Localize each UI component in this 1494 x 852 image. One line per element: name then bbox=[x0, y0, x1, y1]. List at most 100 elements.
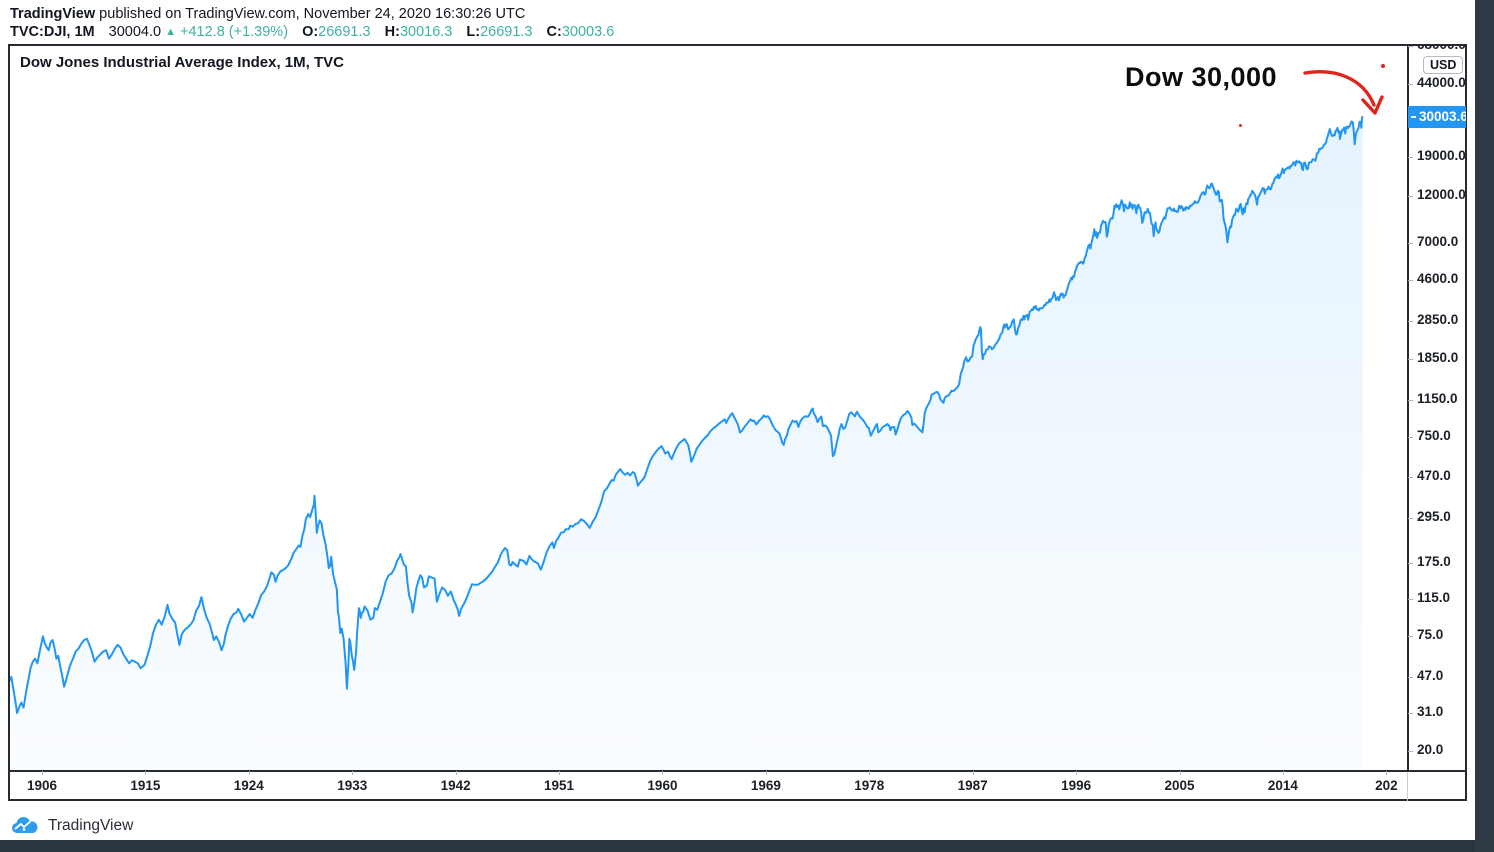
symbol-quote-row: TVC:DJI, 1M 30004.0 ▲ +412.8 (+1.39%) O:… bbox=[10, 24, 614, 40]
y-tick-mark bbox=[1408, 676, 1413, 678]
y-tick-mark bbox=[1408, 243, 1413, 245]
x-tick-label: 1915 bbox=[130, 778, 161, 793]
y-tick-mark bbox=[1408, 358, 1413, 360]
footer-brand-text[interactable]: TradingView bbox=[48, 817, 134, 834]
y-tick-mark bbox=[1408, 156, 1413, 158]
y-tick-label: 115.0 bbox=[1417, 590, 1451, 606]
y-tick-mark bbox=[1408, 196, 1413, 198]
x-tick-label: 1906 bbox=[26, 778, 58, 793]
x-tick-mark bbox=[662, 771, 664, 775]
y-tick-mark bbox=[1408, 436, 1413, 438]
y-tick-mark bbox=[1408, 751, 1413, 752]
y-tick-label: 31.0 bbox=[1417, 704, 1444, 719]
price-axis-divider bbox=[1407, 46, 1409, 770]
high-label: H: bbox=[384, 24, 400, 40]
y-tick-mark bbox=[1408, 562, 1413, 564]
x-tick-mark bbox=[869, 771, 871, 775]
chart-legend-title: Dow Jones Industrial Average Index, 1M, … bbox=[20, 54, 344, 71]
currency-badge[interactable]: USD bbox=[1423, 56, 1464, 74]
symbol-name: TVC:DJI, 1M bbox=[10, 24, 95, 40]
red-arrow-icon bbox=[1303, 70, 1384, 115]
y-tick-mark bbox=[1408, 279, 1413, 281]
y-tick-mark bbox=[1408, 477, 1413, 479]
right-page-strip bbox=[1475, 0, 1494, 852]
last-price-label: 30003.6 bbox=[1408, 106, 1466, 129]
x-tick-label: 1951 bbox=[544, 778, 575, 793]
y-tick-label: 44000.0 bbox=[1417, 74, 1466, 90]
last-price: 30004.0 bbox=[108, 24, 162, 40]
price-change: +412.8 (+1.39%) bbox=[180, 24, 289, 40]
y-tick-label: 175.0 bbox=[1417, 553, 1451, 569]
dow-30000-annotation: Dow 30,000 bbox=[1125, 62, 1278, 92]
close-value: 30003.6 bbox=[561, 24, 615, 40]
y-tick-label: 47.0 bbox=[1417, 667, 1444, 683]
x-tick-label: 1933 bbox=[337, 778, 368, 793]
y-tick-label: 295.0 bbox=[1417, 508, 1451, 524]
x-tick-mark bbox=[1282, 771, 1284, 775]
y-tick-label: 12000.0 bbox=[1417, 187, 1466, 203]
y-tick-label: 19000.0 bbox=[1417, 147, 1466, 163]
price-chart-plot[interactable] bbox=[9, 45, 1407, 771]
x-tick-label: 1978 bbox=[854, 778, 885, 793]
bottom-page-bar bbox=[0, 840, 1494, 852]
close-label: C: bbox=[546, 24, 562, 40]
x-tick-mark bbox=[1076, 771, 1078, 775]
x-tick-label: 1960 bbox=[647, 778, 678, 793]
x-tick-label: 2014 bbox=[1267, 778, 1298, 793]
x-tick-label: 202 bbox=[1375, 778, 1398, 793]
red-ink-dot bbox=[1239, 124, 1242, 127]
y-tick-label: 2850.0 bbox=[1417, 312, 1459, 328]
y-tick-mark bbox=[1408, 599, 1413, 601]
x-tick-mark bbox=[1386, 771, 1388, 775]
x-tick-label: 1969 bbox=[750, 778, 781, 793]
y-tick-label: 75.0 bbox=[1417, 627, 1444, 643]
high-value: 30016.3 bbox=[399, 24, 453, 40]
low-value: 26691.3 bbox=[480, 24, 533, 40]
open-label: O: bbox=[302, 24, 319, 40]
x-tick-label: 1987 bbox=[957, 778, 988, 793]
x-tick-mark bbox=[559, 771, 561, 775]
low-label: L: bbox=[466, 24, 481, 40]
x-tick-mark bbox=[352, 771, 354, 775]
y-tick-label: 68000.0 bbox=[1417, 45, 1466, 52]
red-ink-dot bbox=[1381, 64, 1385, 68]
x-tick-mark bbox=[145, 771, 147, 775]
x-tick-label: 1942 bbox=[440, 778, 471, 793]
x-tick-mark bbox=[455, 771, 457, 775]
price-line-series bbox=[9, 116, 1364, 714]
footer: TradingView bbox=[10, 812, 133, 840]
price-axis-divider-lower bbox=[1407, 770, 1408, 801]
x-tick-mark bbox=[972, 771, 974, 775]
time-axis-divider bbox=[10, 770, 1466, 772]
line-area-fill bbox=[9, 117, 1363, 770]
y-tick-label: 20.0 bbox=[1417, 742, 1444, 757]
y-tick-mark bbox=[1408, 517, 1413, 519]
x-tick-mark bbox=[765, 771, 767, 775]
y-tick-mark bbox=[1408, 46, 1413, 48]
y-tick-label: 1150.0 bbox=[1417, 390, 1458, 406]
time-axis[interactable]: 1906 1915 1924 1933 1942 1951 1960 1969 1978 1987… bbox=[9, 771, 1407, 801]
x-tick-label: 2005 bbox=[1164, 778, 1195, 793]
x-tick-label: 1996 bbox=[1061, 778, 1092, 793]
y-tick-label: 7000.0 bbox=[1417, 234, 1459, 250]
up-triangle-icon: ▲ bbox=[165, 26, 176, 38]
y-tick-mark bbox=[1408, 399, 1413, 401]
y-tick-label: 4600.0 bbox=[1417, 270, 1459, 286]
tradingview-logo-icon[interactable] bbox=[10, 816, 40, 836]
brand-name: TradingView bbox=[10, 6, 96, 22]
y-tick-label: 750.0 bbox=[1417, 427, 1451, 443]
publish-attribution: TradingView published on TradingView.com… bbox=[10, 6, 525, 22]
price-axis[interactable]: USD 30003.6 68000.0 44000.0 19000.0 12000.0… bbox=[1408, 45, 1466, 770]
open-value: 26691.3 bbox=[318, 24, 371, 40]
y-tick-mark bbox=[1408, 713, 1413, 714]
x-tick-mark bbox=[42, 771, 43, 775]
published-text: published on TradingView.com, November 2… bbox=[95, 6, 526, 22]
y-tick-label: 1850.0 bbox=[1417, 349, 1459, 365]
y-tick-mark bbox=[1408, 636, 1413, 638]
x-tick-mark bbox=[248, 771, 250, 775]
x-tick-label: 1924 bbox=[233, 778, 264, 793]
y-tick-label: 470.0 bbox=[1417, 468, 1451, 484]
x-tick-mark bbox=[1179, 771, 1181, 775]
y-tick-mark bbox=[1408, 321, 1413, 323]
